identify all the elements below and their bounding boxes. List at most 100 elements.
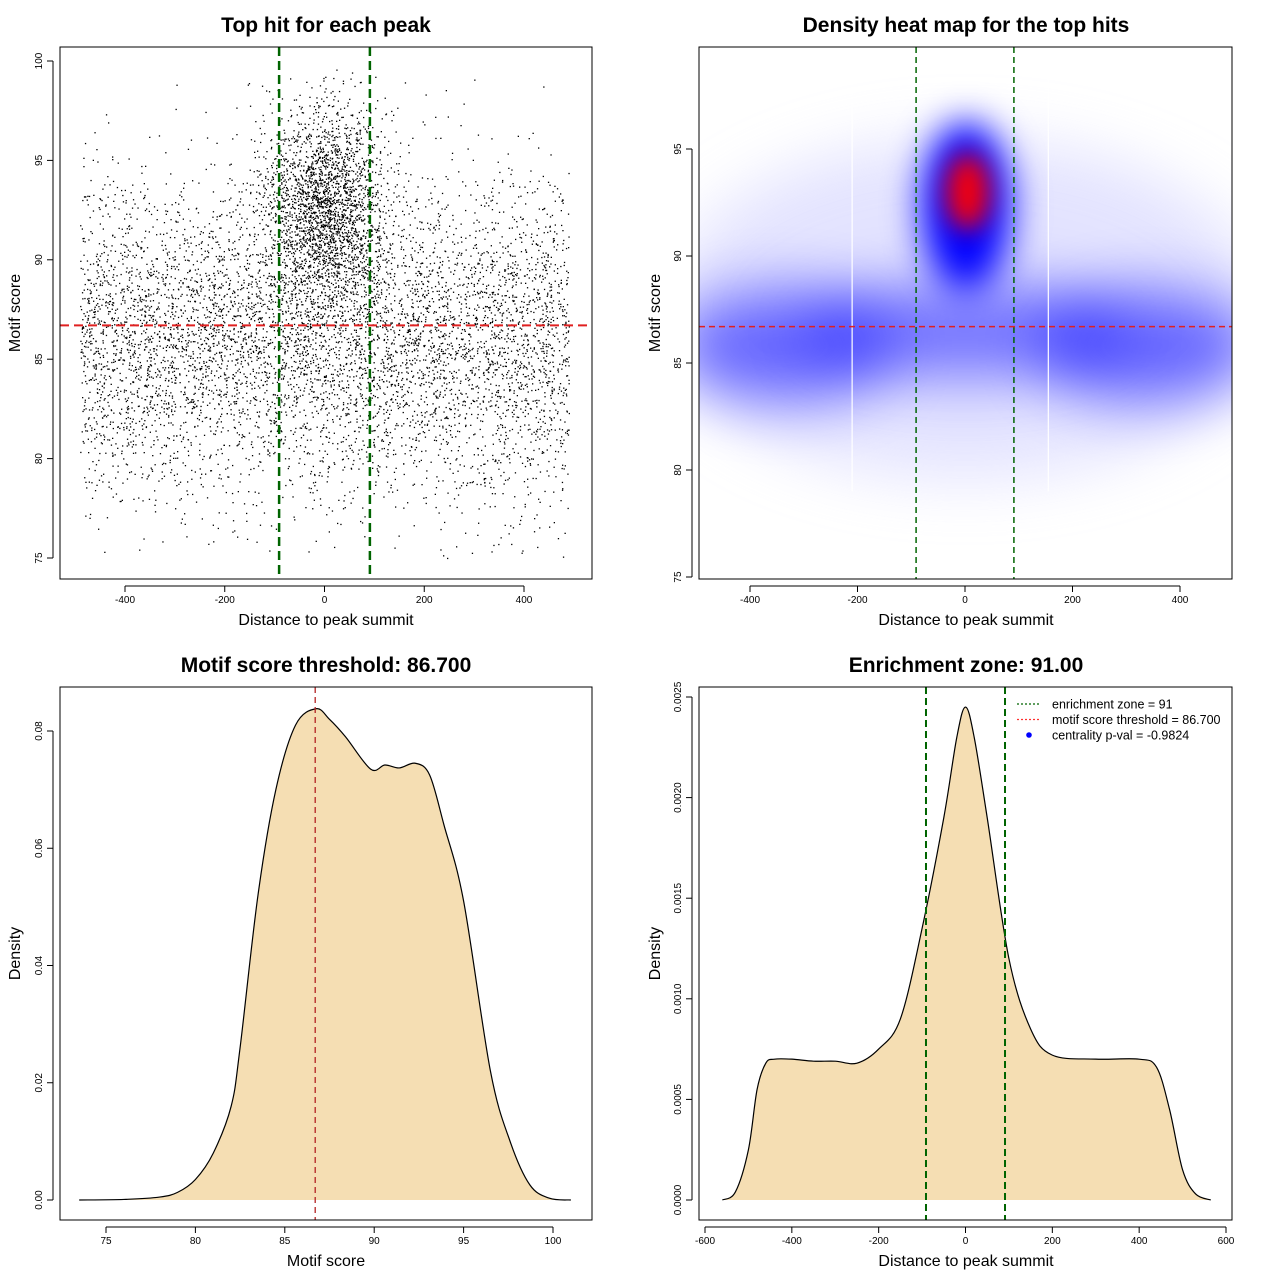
- scatter-point: [409, 450, 410, 451]
- scatter-point: [436, 507, 437, 508]
- scatter-point: [136, 242, 137, 243]
- scatter-point: [382, 248, 383, 249]
- scatter-point: [286, 216, 287, 217]
- scatter-point: [385, 308, 386, 309]
- scatter-point: [132, 365, 133, 366]
- scatter-point: [397, 425, 398, 426]
- scatter-point: [348, 242, 349, 243]
- scatter-point: [263, 304, 264, 305]
- scatter-point: [351, 318, 352, 319]
- scatter-point: [552, 317, 553, 318]
- scatter-point: [332, 377, 333, 378]
- scatter-point: [184, 392, 185, 393]
- scatter-point: [296, 262, 297, 263]
- scatter-point: [273, 194, 274, 195]
- scatter-point: [346, 274, 347, 275]
- scatter-point: [337, 304, 338, 305]
- scatter-point: [224, 378, 225, 379]
- scatter-point: [428, 430, 429, 431]
- scatter-point: [199, 348, 200, 349]
- scatter-point: [113, 320, 114, 321]
- scatter-point: [322, 158, 323, 159]
- scatter-point: [328, 131, 329, 132]
- scatter-point: [468, 323, 469, 324]
- scatter-point: [325, 243, 326, 244]
- scatter-point: [247, 414, 248, 415]
- scatter-point: [114, 267, 115, 268]
- scatter-point: [527, 479, 528, 480]
- scatter-point: [372, 372, 373, 373]
- scatter-point: [194, 341, 195, 342]
- scatter-point: [324, 116, 325, 117]
- scatter-point: [544, 256, 545, 257]
- scatter-point: [269, 317, 270, 318]
- scatter-point: [565, 465, 566, 466]
- scatter-point: [238, 491, 239, 492]
- scatter-point: [227, 365, 228, 366]
- scatter-point: [309, 196, 310, 197]
- scatter-point: [212, 300, 213, 301]
- scatter-point: [284, 216, 285, 217]
- scatter-point: [218, 377, 219, 378]
- scatter-point: [378, 297, 379, 298]
- scatter-point: [185, 524, 186, 525]
- scatter-point: [90, 264, 91, 265]
- scatter-point: [561, 369, 562, 370]
- scatter-point: [319, 472, 320, 473]
- scatter-point: [219, 389, 220, 390]
- scatter-point: [144, 311, 145, 312]
- scatter-point: [443, 335, 444, 336]
- scatter-point: [303, 197, 304, 198]
- scatter-point: [509, 312, 510, 313]
- scatter-point: [240, 289, 241, 290]
- scatter-point: [389, 216, 390, 217]
- scatter-point: [256, 286, 257, 287]
- scatter-point: [211, 390, 212, 391]
- scatter-point: [192, 251, 193, 252]
- scatter-point: [420, 229, 421, 230]
- scatter-point: [204, 435, 205, 436]
- scatter-point: [283, 198, 284, 199]
- scatter-point: [499, 348, 500, 349]
- scatter-point: [83, 241, 84, 242]
- scatter-point: [312, 243, 313, 244]
- scatter-point: [359, 180, 360, 181]
- scatter-point: [201, 329, 202, 330]
- scatter-point: [507, 325, 508, 326]
- scatter-point: [333, 272, 334, 273]
- scatter-point: [401, 265, 402, 266]
- scatter-point: [263, 197, 264, 198]
- scatter-point: [339, 267, 340, 268]
- scatter-point: [322, 260, 323, 261]
- scatter-point: [348, 338, 349, 339]
- scatter-point: [210, 360, 211, 361]
- scatter-point: [305, 427, 306, 428]
- scatter-point: [346, 174, 347, 175]
- scatter-point: [404, 405, 405, 406]
- scatter-point: [295, 167, 296, 168]
- scatter-point: [348, 246, 349, 247]
- scatter-point: [281, 343, 282, 344]
- scatter-point: [176, 306, 177, 307]
- scatter-point: [509, 478, 510, 479]
- scatter-point: [294, 519, 295, 520]
- scatter-point: [169, 407, 170, 408]
- scatter-point: [95, 375, 96, 376]
- scatter-point: [347, 159, 348, 160]
- scatter-point: [113, 362, 114, 363]
- scatter-point: [539, 369, 540, 370]
- scatter-point: [129, 251, 130, 252]
- scatter-point: [385, 260, 386, 261]
- scatter-point: [87, 320, 88, 321]
- scatter-point: [540, 360, 541, 361]
- scatter-point: [542, 366, 543, 367]
- scatter-point: [246, 377, 247, 378]
- scatter-point: [492, 294, 493, 295]
- scatter-point: [399, 163, 400, 164]
- scatter-point: [565, 533, 566, 534]
- scatter-point: [372, 240, 373, 241]
- scatter-point: [313, 362, 314, 363]
- scatter-point: [195, 436, 196, 437]
- scatter-point: [171, 406, 172, 407]
- scatter-point: [85, 326, 86, 327]
